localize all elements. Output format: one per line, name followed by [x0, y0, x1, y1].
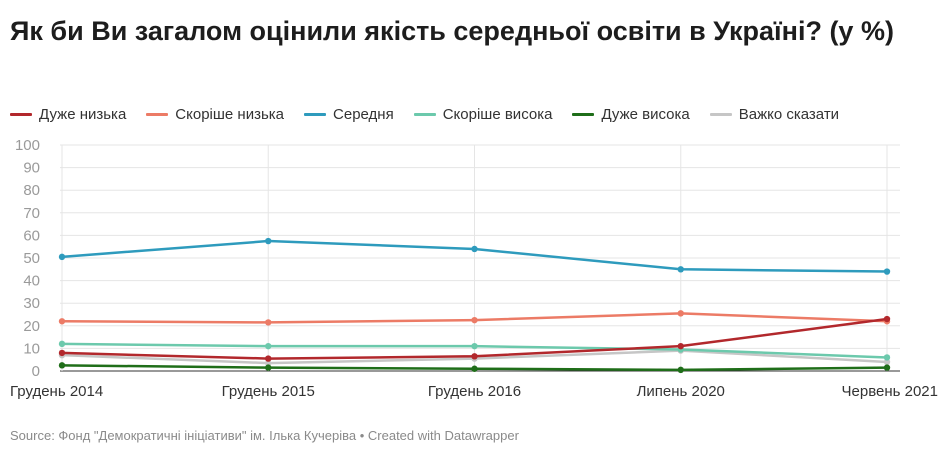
y-tick-label-50: 50	[23, 250, 40, 267]
legend-item-very-low: Дуже низька	[10, 106, 126, 123]
x-tick-label-3: Липень 2020	[637, 383, 725, 400]
series-3-point-1	[265, 342, 272, 350]
legend-swatch-medium	[304, 113, 327, 116]
x-tick-label-4: Червень 2021	[842, 383, 938, 400]
y-tick-label-10: 10	[23, 340, 40, 357]
x-tick-label-0: Грудень 2014	[10, 383, 103, 400]
y-tick-label-40: 40	[23, 273, 40, 290]
x-tick-label-2: Грудень 2016	[428, 383, 521, 400]
series-1-point-0	[58, 318, 66, 325]
legend-label-medium: Середня	[333, 106, 394, 123]
y-tick-label-0: 0	[32, 363, 40, 380]
y-tick-label-90: 90	[23, 160, 40, 177]
series-0-point-3	[677, 342, 684, 350]
y-tick-label-80: 80	[23, 182, 40, 199]
series-2-point-1	[265, 237, 272, 245]
series-3-point-0	[58, 340, 66, 348]
legend-item-very-high: Дуже висока	[572, 106, 690, 123]
series-2-point-2	[471, 245, 478, 253]
series-5-point-4	[883, 358, 891, 366]
series-2-point-4	[883, 268, 891, 275]
legend-swatch-very-high	[572, 113, 595, 116]
series-4-point-4	[883, 364, 891, 371]
series-3-point-4	[883, 354, 891, 361]
legend-label-rather-high: Скоріше висока	[442, 106, 553, 123]
y-tick-label-20: 20	[23, 318, 40, 335]
y-tick-label-60: 60	[23, 227, 40, 244]
series-2-point-3	[677, 266, 684, 273]
y-tick-label-70: 70	[23, 205, 40, 222]
series-2-point-0	[58, 253, 66, 261]
series-4-point-0	[58, 362, 66, 369]
legend-swatch-rather-low	[146, 113, 169, 116]
legend-swatch-hard-to-say	[709, 113, 732, 116]
series-4-point-2	[471, 365, 478, 372]
series-1-point-2	[471, 316, 478, 324]
series-1-point-3	[677, 310, 684, 317]
series-3-point-2	[471, 342, 478, 350]
legend-item-medium: Середня	[304, 106, 394, 123]
legend-label-very-low: Дуже низька	[39, 106, 127, 123]
legend-label-rather-low: Скоріше низька	[175, 106, 285, 123]
x-tick-label-1: Грудень 2015	[222, 383, 315, 400]
series-0-point-1	[265, 355, 272, 362]
legend-swatch-very-low	[10, 113, 32, 116]
legend-item-rather-low: Скоріше низька	[146, 106, 284, 123]
legend-label-very-high: Дуже висока	[601, 106, 690, 123]
series-0-point-0	[58, 349, 66, 357]
series-4-point-1	[265, 364, 272, 371]
legend: Дуже низька Скоріше низька Середня Скорі…	[10, 106, 859, 123]
legend-item-hard-to-say: Важко сказати	[709, 106, 840, 123]
legend-label-hard-to-say: Важко сказати	[738, 106, 840, 123]
legend-swatch-rather-high	[413, 113, 436, 116]
series-5-point-1	[265, 359, 272, 367]
series-1-point-1	[265, 319, 272, 326]
source-note: Source: Фонд "Демократичні ініціативи" і…	[10, 428, 519, 443]
y-tick-label-30: 30	[23, 295, 40, 312]
y-tick-label-100: 100	[15, 137, 40, 154]
series-0-point-2	[471, 353, 478, 360]
series-0-point-4	[883, 315, 891, 323]
series-4-point-3	[677, 366, 684, 374]
chart-title: Як би Ви загалом оцінили якість середньо…	[10, 16, 894, 46]
legend-item-rather-high: Скоріше висока	[413, 106, 553, 123]
